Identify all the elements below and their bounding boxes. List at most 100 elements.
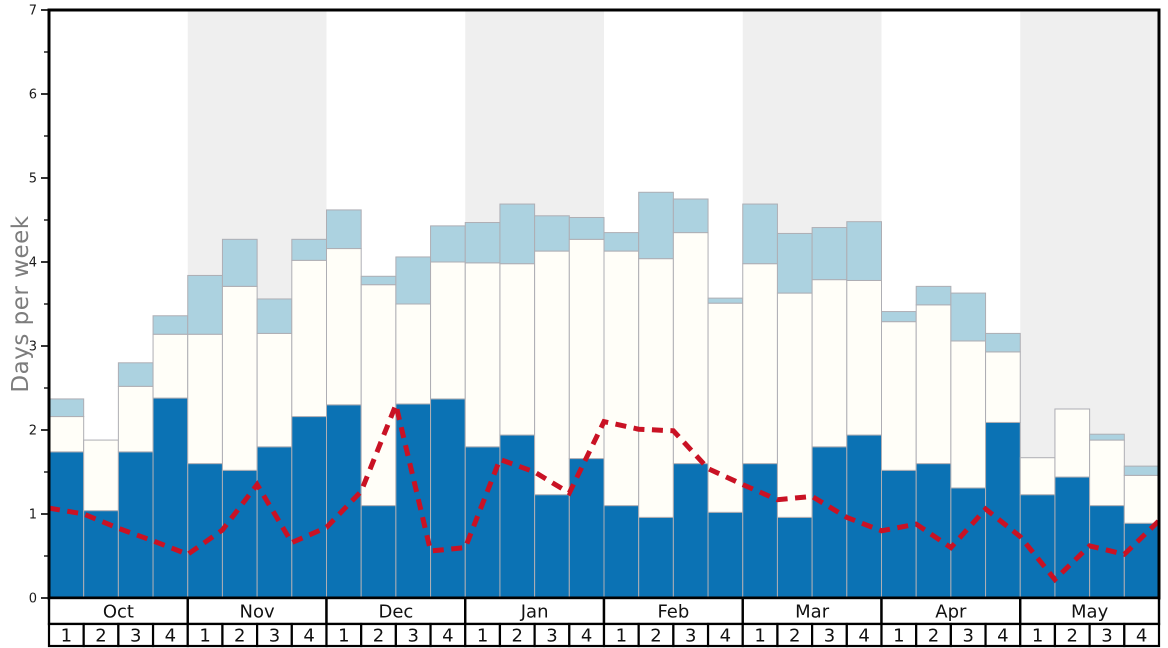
bar-segment-dark-blue <box>326 404 362 599</box>
week-number-label: 3 <box>269 626 280 647</box>
bar-segment-white <box>603 250 640 507</box>
week-number-label: 4 <box>165 626 176 647</box>
bar-segment-dark-blue <box>603 505 640 599</box>
bar-segment-white <box>499 263 536 436</box>
bar-segment-dark-blue <box>742 463 778 599</box>
bar-segment-light-blue <box>187 274 223 335</box>
bar-segment-dark-blue <box>776 516 813 599</box>
bar-segment-dark-blue <box>568 458 605 599</box>
month-label: Apr <box>935 602 967 623</box>
bar-segment-light-blue <box>1089 433 1125 441</box>
bar-segment-light-blue <box>1123 465 1160 476</box>
week-number-label: 1 <box>199 626 210 647</box>
week-number-label: 1 <box>616 626 627 647</box>
bar-segment-dark-blue <box>846 434 882 599</box>
bar-segment-white <box>291 259 327 418</box>
bar-segment-light-blue <box>256 298 293 334</box>
bar-segment-white <box>672 232 709 465</box>
bar-segment-dark-blue <box>881 469 917 599</box>
month-label: Oct <box>103 602 134 623</box>
month-label: Dec <box>378 602 413 623</box>
y-tick-label: 3 <box>29 340 37 355</box>
week-number-label: 1 <box>61 626 72 647</box>
bar-segment-white <box>464 262 501 448</box>
bar-segment-white <box>846 279 882 436</box>
bar-segment-white <box>881 321 917 471</box>
bar-segment-white <box>638 258 674 518</box>
week-number-label: 2 <box>95 626 106 647</box>
bar-segment-light-blue <box>221 238 258 287</box>
week-number-label: 3 <box>824 626 835 647</box>
bar-segment-white <box>776 292 813 518</box>
bar-segment-white <box>915 304 952 465</box>
week-number-label: 3 <box>130 626 141 647</box>
week-number-label: 3 <box>1101 626 1112 647</box>
y-tick-label: 0 <box>29 592 37 607</box>
bar-segment-light-blue <box>603 232 640 252</box>
y-tick-label: 4 <box>29 256 37 271</box>
week-number-label: 1 <box>893 626 904 647</box>
y-tick-label: 6 <box>29 88 37 103</box>
y-tick-label: 2 <box>29 424 37 439</box>
bar-segment-dark-blue <box>672 463 709 599</box>
bar-segment-light-blue <box>707 297 744 304</box>
week-number-label: 4 <box>581 626 592 647</box>
bar-segment-white <box>430 261 466 400</box>
bar-segment-white <box>568 238 605 460</box>
week-number-label: 2 <box>512 626 523 647</box>
bar-segment-white <box>83 439 119 512</box>
bar-segment-white <box>1054 408 1091 478</box>
week-number-label: 3 <box>962 626 973 647</box>
bar-segment-white <box>221 285 258 471</box>
bar-segment-dark-blue <box>221 469 258 599</box>
bar-segment-dark-blue <box>152 397 189 599</box>
bar-segment-dark-blue <box>430 398 466 599</box>
month-label: May <box>1071 602 1109 623</box>
red-dashed-line <box>48 396 1161 584</box>
y-tick-label: 1 <box>29 508 37 523</box>
bar-segment-white <box>326 248 362 406</box>
week-number-label: 3 <box>407 626 418 647</box>
bar-segment-light-blue <box>915 285 952 306</box>
week-number-label: 2 <box>1067 626 1078 647</box>
bar-segment-light-blue <box>464 222 501 264</box>
bar-segment-light-blue <box>881 311 917 323</box>
bar-segment-white <box>811 279 848 448</box>
week-number-label: 4 <box>997 626 1008 647</box>
week-number-label: 2 <box>789 626 800 647</box>
bar-segment-light-blue <box>985 332 1021 353</box>
week-number-label: 2 <box>650 626 661 647</box>
bar-segment-dark-blue <box>1054 476 1091 599</box>
bar-segment-dark-blue <box>48 451 85 599</box>
bar-segment-white <box>152 333 189 399</box>
week-number-label: 4 <box>303 626 314 647</box>
bar-segment-white <box>950 340 987 489</box>
bar-segment-dark-blue <box>360 505 397 599</box>
week-number-label: 3 <box>685 626 696 647</box>
y-axis-label: Days per week <box>8 215 34 393</box>
bar-segment-light-blue <box>776 232 813 294</box>
week-number-label: 4 <box>442 626 453 647</box>
bar-segment-dark-blue <box>187 463 223 599</box>
week-number-label: 1 <box>338 626 349 647</box>
bar-segment-white <box>48 416 85 453</box>
month-label: Feb <box>657 602 689 623</box>
bar-segment-dark-blue <box>117 451 154 599</box>
bar-segment-light-blue <box>811 227 848 281</box>
bar-segment-dark-blue <box>291 416 327 599</box>
week-number-label: 2 <box>234 626 245 647</box>
bar-segment-light-blue <box>672 198 709 234</box>
bar-segment-white <box>360 284 397 507</box>
bar-segment-dark-blue <box>534 494 570 599</box>
week-cell <box>1123 622 1161 648</box>
y-tick-label: 7 <box>29 4 37 19</box>
bar-segment-white <box>187 333 223 465</box>
bar-segment-white <box>395 303 432 405</box>
bar-segment-white <box>1123 474 1160 524</box>
week-number-label: 2 <box>928 626 939 647</box>
bar-segment-light-blue <box>846 221 882 281</box>
bar-segment-dark-blue <box>811 446 848 599</box>
bar-segment-light-blue <box>291 238 327 261</box>
month-label: Nov <box>240 602 275 623</box>
